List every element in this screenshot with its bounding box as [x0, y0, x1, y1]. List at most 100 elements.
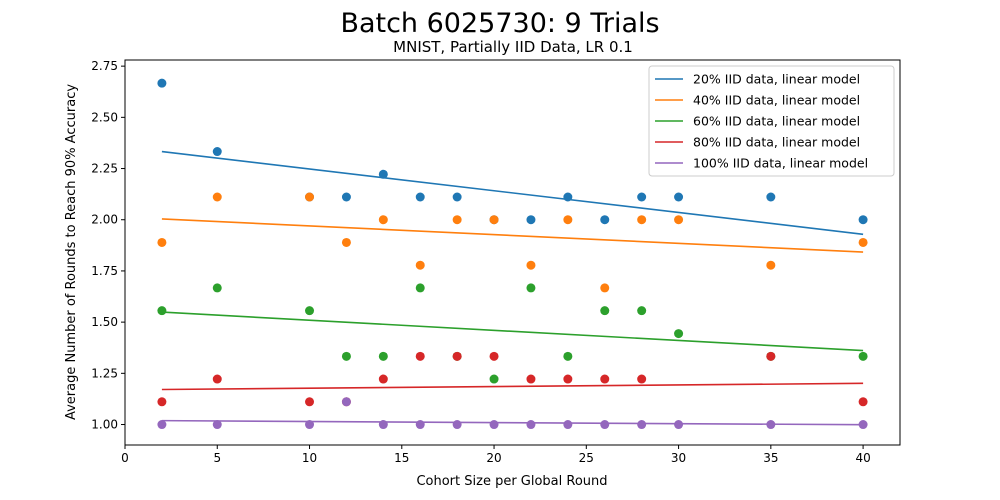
data-point — [305, 397, 315, 407]
data-point — [674, 420, 684, 430]
data-point — [452, 420, 462, 430]
data-point — [341, 397, 351, 407]
y-tick-label: 2.75 — [91, 59, 118, 73]
data-point — [858, 215, 868, 225]
fit-line — [161, 150, 864, 236]
data-point — [415, 420, 425, 430]
data-point — [157, 306, 167, 316]
data-point — [378, 351, 388, 361]
data-point — [378, 420, 388, 430]
data-point — [415, 192, 425, 202]
legend-label: 40% IID data, linear model — [693, 93, 860, 108]
data-point — [378, 374, 388, 384]
data-point — [157, 397, 167, 407]
x-axis: 0 5 10 15 20 25 30 35 40 — [121, 445, 871, 465]
fit-line — [161, 218, 864, 253]
y-tick-label: 2.25 — [91, 162, 118, 176]
data-point — [157, 237, 167, 247]
data-point — [212, 192, 222, 202]
x-tick-label: 40 — [855, 451, 870, 465]
data-point — [341, 237, 351, 247]
data-point — [452, 351, 462, 361]
data-point — [341, 192, 351, 202]
data-point — [637, 306, 647, 316]
data-point — [563, 420, 573, 430]
data-point — [341, 351, 351, 361]
x-axis-label: Cohort Size per Global Round — [416, 474, 607, 489]
data-point — [766, 260, 776, 270]
data-point — [563, 192, 573, 202]
fit-line — [161, 419, 864, 426]
data-point — [600, 215, 610, 225]
chart-subtitle: MNIST, Partially IID Data, LR 0.1 — [393, 38, 633, 56]
series-5 — [157, 397, 868, 430]
x-tick-label: 5 — [213, 451, 221, 465]
data-point — [489, 374, 499, 384]
data-point — [563, 374, 573, 384]
data-point — [674, 192, 684, 202]
y-axis: 1.00 1.25 1.50 1.75 2.00 2.25 2.50 2.75 — [91, 59, 125, 432]
data-point — [305, 420, 315, 430]
y-tick-label: 1.00 — [91, 418, 118, 432]
data-point — [600, 420, 610, 430]
data-point — [637, 374, 647, 384]
data-point — [637, 192, 647, 202]
data-point — [305, 306, 315, 316]
data-point — [212, 147, 222, 157]
data-point — [378, 215, 388, 225]
x-tick-label: 15 — [394, 451, 409, 465]
y-axis-label: Average Number of Rounds to Reach 90% Ac… — [64, 84, 79, 420]
series-3 — [157, 283, 868, 384]
data-point — [452, 192, 462, 202]
data-point — [766, 351, 776, 361]
data-point — [600, 374, 610, 384]
data-point — [415, 351, 425, 361]
data-point — [674, 215, 684, 225]
data-point — [212, 283, 222, 293]
data-point — [305, 192, 315, 202]
legend: 20% IID data, linear model 40% IID data, … — [648, 65, 895, 177]
fit-line — [161, 311, 864, 352]
data-point — [858, 397, 868, 407]
x-tick-label: 35 — [763, 451, 778, 465]
legend-label: 20% IID data, linear model — [693, 72, 860, 87]
y-tick-label: 2.50 — [91, 110, 118, 124]
legend-label: 60% IID data, linear model — [693, 114, 860, 129]
data-point — [526, 260, 536, 270]
legend-box — [648, 65, 895, 177]
chart-title: Batch 6025730: 9 Trials — [340, 8, 659, 39]
data-point — [766, 192, 776, 202]
data-point — [674, 329, 684, 339]
data-point — [858, 420, 868, 430]
data-point — [600, 283, 610, 293]
legend-label: 100% IID data, linear model — [693, 156, 868, 171]
y-tick-label: 1.50 — [91, 315, 118, 329]
data-point — [415, 260, 425, 270]
data-point — [157, 420, 167, 430]
data-point — [526, 374, 536, 384]
x-tick-label: 30 — [671, 451, 686, 465]
y-tick-label: 1.75 — [91, 264, 118, 278]
data-point — [452, 215, 462, 225]
series-1 — [157, 78, 868, 236]
data-point — [415, 283, 425, 293]
axes-frame — [124, 59, 901, 446]
x-tick-label: 20 — [486, 451, 501, 465]
data-point — [489, 420, 499, 430]
data-point — [157, 78, 167, 88]
y-tick-label: 1.25 — [91, 366, 118, 380]
data-point — [637, 420, 647, 430]
data-point — [600, 306, 610, 316]
data-point — [526, 420, 536, 430]
data-point — [563, 351, 573, 361]
data-point — [526, 215, 536, 225]
data-point — [378, 169, 388, 179]
series-2 — [157, 192, 868, 293]
data-point — [526, 283, 536, 293]
data-point — [212, 374, 222, 384]
data-point — [858, 351, 868, 361]
data-point — [489, 215, 499, 225]
data-point — [858, 237, 868, 247]
x-tick-label: 10 — [302, 451, 317, 465]
